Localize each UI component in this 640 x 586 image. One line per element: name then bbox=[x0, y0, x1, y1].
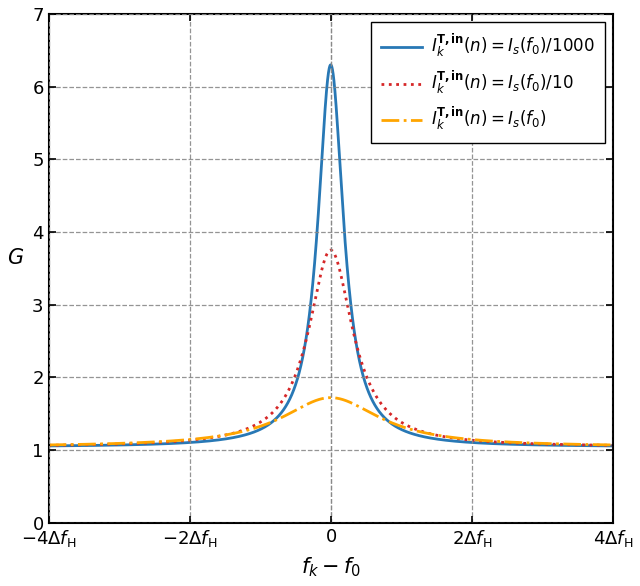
$\mathbf{\mathit{I}}_k^{\mathbf{T,in}}(\mathbf{\mathit{n}}) = \mathbf{\mathit{I}}_s(\mathbf{\mathit{f}}_0)$ bbox=[79, 441, 86, 448]
$\mathbf{\mathit{I}}_k^{\mathbf{T,in}}(\mathbf{\mathit{n}}) = \mathbf{\mathit{I}}_s(\mathbf{\mathit{f}}_0)/10$ bbox=[79, 441, 86, 448]
$\mathbf{\mathit{I}}_k^{\mathbf{T,in}}(\mathbf{\mathit{n}}) = \mathbf{\mathit{I}}_s(\mathbf{\mathit{f}}_0)$ bbox=[327, 394, 335, 401]
Line: $\mathbf{\mathit{I}}_k^{\mathbf{T,in}}(\mathbf{\mathit{n}}) = \mathbf{\mathit{I}}_s(\mathbf{\mathit{f}}_0)/1000$: $\mathbf{\mathit{I}}_k^{\mathbf{T,in}}(\… bbox=[49, 65, 613, 446]
$\mathbf{\mathit{I}}_k^{\mathbf{T,in}}(\mathbf{\mathit{n}}) = \mathbf{\mathit{I}}_s(\mathbf{\mathit{f}}_0)$ bbox=[609, 441, 617, 448]
$\mathbf{\mathit{I}}_k^{\mathbf{T,in}}(\mathbf{\mathit{n}}) = \mathbf{\mathit{I}}_s(\mathbf{\mathit{f}}_0)/1000$ bbox=[609, 442, 617, 449]
$\mathbf{\mathit{I}}_k^{\mathbf{T,in}}(\mathbf{\mathit{n}}) = \mathbf{\mathit{I}}_s(\mathbf{\mathit{f}}_0)$ bbox=[156, 438, 163, 445]
$\mathbf{\mathit{I}}_k^{\mathbf{T,in}}(\mathbf{\mathit{n}}) = \mathbf{\mathit{I}}_s(\mathbf{\mathit{f}}_0)$ bbox=[45, 441, 52, 448]
$\mathbf{\mathit{I}}_k^{\mathbf{T,in}}(\mathbf{\mathit{n}}) = \mathbf{\mathit{I}}_s(\mathbf{\mathit{f}}_0)/10$ bbox=[47, 442, 55, 449]
$\mathbf{\mathit{I}}_k^{\mathbf{T,in}}(\mathbf{\mathit{n}}) = \mathbf{\mathit{I}}_s(\mathbf{\mathit{f}}_0)/10$ bbox=[609, 442, 617, 449]
Line: $\mathbf{\mathit{I}}_k^{\mathbf{T,in}}(\mathbf{\mathit{n}}) = \mathbf{\mathit{I}}_s(\mathbf{\mathit{f}}_0)$: $\mathbf{\mathit{I}}_k^{\mathbf{T,in}}(\… bbox=[49, 398, 613, 445]
$\mathbf{\mathit{I}}_k^{\mathbf{T,in}}(\mathbf{\mathit{n}}) = \mathbf{\mathit{I}}_s(\mathbf{\mathit{f}}_0)/10$ bbox=[321, 257, 328, 264]
Line: $\mathbf{\mathit{I}}_k^{\mathbf{T,in}}(\mathbf{\mathit{n}}) = \mathbf{\mathit{I}}_s(\mathbf{\mathit{f}}_0)/10$: $\mathbf{\mathit{I}}_k^{\mathbf{T,in}}(\… bbox=[49, 250, 613, 445]
$\mathbf{\mathit{I}}_k^{\mathbf{T,in}}(\mathbf{\mathit{n}}) = \mathbf{\mathit{I}}_s(\mathbf{\mathit{f}}_0)/10$ bbox=[68, 441, 76, 448]
$\mathbf{\mathit{I}}_k^{\mathbf{T,in}}(\mathbf{\mathit{n}}) = \mathbf{\mathit{I}}_s(\mathbf{\mathit{f}}_0)/10$ bbox=[45, 442, 52, 449]
$\mathbf{\mathit{I}}_k^{\mathbf{T,in}}(\mathbf{\mathit{n}}) = \mathbf{\mathit{I}}_s(\mathbf{\mathit{f}}_0)/1000$ bbox=[79, 442, 86, 449]
$\mathbf{\mathit{I}}_k^{\mathbf{T,in}}(\mathbf{\mathit{n}}) = \mathbf{\mathit{I}}_s(\mathbf{\mathit{f}}_0)/10$ bbox=[327, 247, 335, 254]
$\mathbf{\mathit{I}}_k^{\mathbf{T,in}}(\mathbf{\mathit{n}}) = \mathbf{\mathit{I}}_s(\mathbf{\mathit{f}}_0)/1000$ bbox=[47, 442, 55, 449]
$\mathbf{\mathit{I}}_k^{\mathbf{T,in}}(\mathbf{\mathit{n}}) = \mathbf{\mathit{I}}_s(\mathbf{\mathit{f}}_0)/1000$ bbox=[327, 62, 335, 69]
$\mathbf{\mathit{I}}_k^{\mathbf{T,in}}(\mathbf{\mathit{n}}) = \mathbf{\mathit{I}}_s(\mathbf{\mathit{f}}_0)$ bbox=[47, 441, 55, 448]
$\mathbf{\mathit{I}}_k^{\mathbf{T,in}}(\mathbf{\mathit{n}}) = \mathbf{\mathit{I}}_s(\mathbf{\mathit{f}}_0)$ bbox=[579, 441, 587, 448]
X-axis label: $f_k - f_0$: $f_k - f_0$ bbox=[301, 556, 360, 579]
$\mathbf{\mathit{I}}_k^{\mathbf{T,in}}(\mathbf{\mathit{n}}) = \mathbf{\mathit{I}}_s(\mathbf{\mathit{f}}_0)/10$ bbox=[579, 441, 587, 448]
$\mathbf{\mathit{I}}_k^{\mathbf{T,in}}(\mathbf{\mathit{n}}) = \mathbf{\mathit{I}}_s(\mathbf{\mathit{f}}_0)/1000$ bbox=[156, 441, 163, 448]
$\mathbf{\mathit{I}}_k^{\mathbf{T,in}}(\mathbf{\mathit{n}}) = \mathbf{\mathit{I}}_s(\mathbf{\mathit{f}}_0)/1000$ bbox=[321, 115, 328, 122]
Legend: $\mathbf{\mathit{I}}_k^{\mathbf{T,in}}(\mathbf{\mathit{n}}) = \mathbf{\mathit{I}: $\mathbf{\mathit{I}}_k^{\mathbf{T,in}}(\… bbox=[371, 22, 605, 144]
$\mathbf{\mathit{I}}_k^{\mathbf{T,in}}(\mathbf{\mathit{n}}) = \mathbf{\mathit{I}}_s(\mathbf{\mathit{f}}_0)/1000$ bbox=[579, 442, 587, 449]
$\mathbf{\mathit{I}}_k^{\mathbf{T,in}}(\mathbf{\mathit{n}}) = \mathbf{\mathit{I}}_s(\mathbf{\mathit{f}}_0)/1000$ bbox=[68, 442, 76, 449]
$\mathbf{\mathit{I}}_k^{\mathbf{T,in}}(\mathbf{\mathit{n}}) = \mathbf{\mathit{I}}_s(\mathbf{\mathit{f}}_0)$ bbox=[321, 395, 328, 402]
$\mathbf{\mathit{I}}_k^{\mathbf{T,in}}(\mathbf{\mathit{n}}) = \mathbf{\mathit{I}}_s(\mathbf{\mathit{f}}_0)$ bbox=[68, 441, 76, 448]
Y-axis label: $G$: $G$ bbox=[7, 248, 24, 268]
$\mathbf{\mathit{I}}_k^{\mathbf{T,in}}(\mathbf{\mathit{n}}) = \mathbf{\mathit{I}}_s(\mathbf{\mathit{f}}_0)/10$ bbox=[156, 439, 163, 446]
$\mathbf{\mathit{I}}_k^{\mathbf{T,in}}(\mathbf{\mathit{n}}) = \mathbf{\mathit{I}}_s(\mathbf{\mathit{f}}_0)/1000$ bbox=[45, 442, 52, 449]
